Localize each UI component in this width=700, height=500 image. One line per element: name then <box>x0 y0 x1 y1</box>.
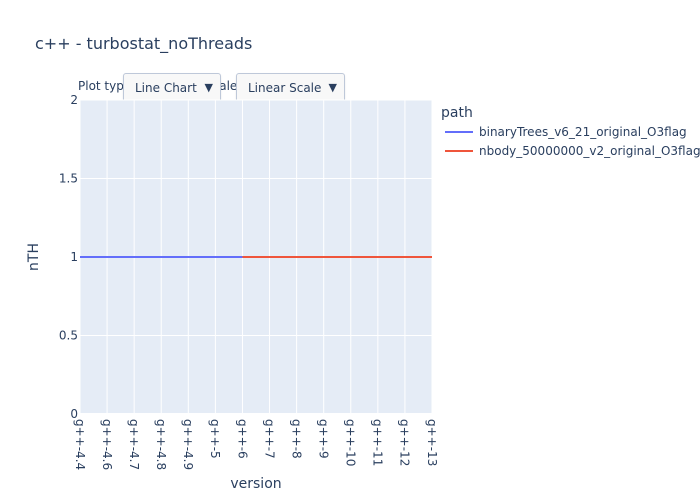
x-tick-label: g++-4.9 <box>181 419 195 470</box>
legend-item-binarytrees[interactable]: binaryTrees_v6_21_original_O3flag <box>445 124 687 140</box>
x-tick-label: g++-10 <box>344 419 358 466</box>
x-tick-label: g++-12 <box>398 419 412 466</box>
y-axis-title: nTH <box>26 243 42 271</box>
x-tick-labels: g++-4.4 g++-4.6 g++-4.7 g++-4.8 g++-4.9 g++-5… <box>73 419 439 470</box>
y-tick-label: 1.5 <box>59 172 78 186</box>
legend-label: binaryTrees_v6_21_original_O3flag <box>479 125 687 139</box>
x-tick-label: g++-8 <box>289 419 303 459</box>
chart-title: c++ - turbostat_noThreads <box>35 34 253 53</box>
y-tick-label: 2 <box>70 93 78 107</box>
plot-type-selected: Line Chart <box>135 81 197 95</box>
x-tick-label: g++-11 <box>371 419 385 466</box>
legend-title: path <box>441 105 473 121</box>
y-tick-label: 1 <box>70 250 78 264</box>
x-axis-title: version <box>230 476 281 492</box>
plot-type-dropdown[interactable]: Line Chart ▼ <box>123 73 221 103</box>
legend-item-nbody[interactable]: nbody_50000000_v2_original_O3flag <box>445 143 700 159</box>
x-tick-label: g++-4.7 <box>127 419 141 470</box>
y-tick-label: 0 <box>70 407 78 421</box>
y-tick-label: 0.5 <box>59 329 78 343</box>
legend-swatch <box>445 131 473 133</box>
triangle-down-icon: ▼ <box>328 81 337 94</box>
x-tick-label: g++-7 <box>262 419 276 459</box>
x-tick-label: g++-5 <box>208 419 222 459</box>
plot-type-label: Plot type: <box>78 79 136 93</box>
x-tick-label: g++-13 <box>425 419 439 466</box>
legend-label: nbody_50000000_v2_original_O3flag <box>479 144 700 158</box>
x-tick-label: g++-4.8 <box>154 419 168 470</box>
x-tick-label: g++-4.4 <box>73 419 87 470</box>
y-tick-labels: 0 0.5 1 1.5 2 <box>59 93 78 421</box>
scale-dropdown[interactable]: Linear Scale ▼ <box>236 73 345 103</box>
triangle-down-icon: ▼ <box>204 81 213 94</box>
x-tick-label: g++-6 <box>235 419 249 459</box>
legend-swatch <box>445 150 473 152</box>
scale-selected: Linear Scale <box>248 81 322 95</box>
x-tick-label: g++-4.6 <box>100 419 114 470</box>
x-tick-label: g++-9 <box>316 419 330 459</box>
